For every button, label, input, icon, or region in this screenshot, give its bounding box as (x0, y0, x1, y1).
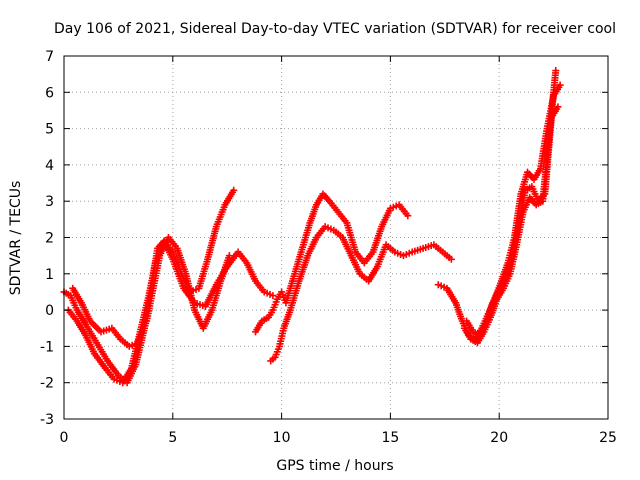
series-trace-d (251, 190, 412, 336)
data-point (269, 292, 277, 300)
data-points (60, 67, 564, 387)
y-tick-label: 4 (45, 158, 54, 174)
y-tick-label: 0 (45, 303, 54, 319)
y-tick-label: -2 (40, 376, 54, 392)
series-trace-e (267, 223, 455, 365)
series-trace-h (463, 103, 562, 340)
y-axis-label: SDTVAR / TECUs (8, 181, 24, 296)
y-tick-label: 6 (45, 85, 54, 101)
y-tick-label: 5 (45, 122, 54, 138)
tick-marks (63, 55, 609, 420)
y-tick-label: 1 (45, 267, 54, 283)
y-tick-labels: -3 -2 -1 0 1 2 3 4 5 6 7 (40, 49, 54, 428)
y-tick-label: 2 (45, 231, 54, 247)
grid-lines (64, 56, 608, 419)
data-point (554, 103, 562, 111)
x-axis-label: GPS time / hours (276, 458, 393, 474)
data-point (230, 186, 238, 194)
chart-title: Day 106 of 2021, Sidereal Day-to-day VTE… (54, 21, 616, 37)
data-point (552, 67, 560, 75)
x-tick-label: 15 (381, 430, 399, 446)
x-tick-label: 5 (168, 430, 177, 446)
series-trace-a (60, 186, 238, 387)
y-tick-label: 7 (45, 49, 54, 65)
y-tick-label: -1 (40, 339, 54, 355)
y-tick-label: -3 (40, 412, 54, 428)
series-trace-g (460, 67, 560, 347)
data-point (404, 212, 412, 220)
data-point (447, 255, 455, 263)
x-tick-label: 25 (599, 430, 617, 446)
x-tick-label: 0 (60, 430, 69, 446)
y-tick-label: 3 (45, 194, 54, 210)
series-trace-c (64, 237, 277, 387)
x-tick-labels: 0 5 10 15 20 25 (60, 430, 617, 446)
x-tick-label: 10 (273, 430, 291, 446)
x-tick-label: 20 (490, 430, 508, 446)
